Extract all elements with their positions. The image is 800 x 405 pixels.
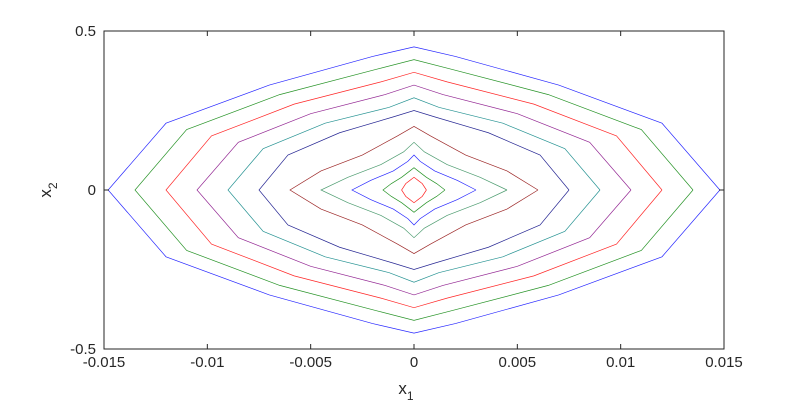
trajectories-group xyxy=(107,46,721,334)
x-tick-label: 0.015 xyxy=(705,354,743,371)
trajectory-line-9 xyxy=(351,154,477,226)
trajectory-line-7 xyxy=(289,125,539,255)
y-tick-label: 0.5 xyxy=(75,23,96,40)
x-tick-label: -0.015 xyxy=(83,354,126,371)
trajectory-line-8 xyxy=(320,141,508,239)
x-tick-label: 0.005 xyxy=(499,354,537,371)
trajectory-line-4 xyxy=(196,84,632,296)
y-axis-label: x2 xyxy=(36,182,60,198)
trajectory-line-6 xyxy=(258,110,570,270)
x-axis-label: x1 xyxy=(398,379,414,403)
x-tick-label: -0.01 xyxy=(190,354,224,371)
trajectory-line-3 xyxy=(165,71,663,309)
x-tick-label: 0.01 xyxy=(606,354,635,371)
x-tick-label: -0.005 xyxy=(289,354,332,371)
trajectory-line-1 xyxy=(107,46,721,334)
trajectory-line-10 xyxy=(382,167,446,213)
trajectory-line-2 xyxy=(134,59,694,321)
x-tick-label: 0 xyxy=(410,354,418,371)
y-tick-label: -0.5 xyxy=(70,341,96,358)
trajectory-line-5 xyxy=(227,97,601,283)
trajectory-line-11 xyxy=(401,176,427,204)
ticks-layer: -0.015 -0.01 -0.005 0 0.005 0.01 0.015 -0.5 0 0.5 xyxy=(70,23,743,371)
y-tick-label: 0 xyxy=(88,182,96,199)
